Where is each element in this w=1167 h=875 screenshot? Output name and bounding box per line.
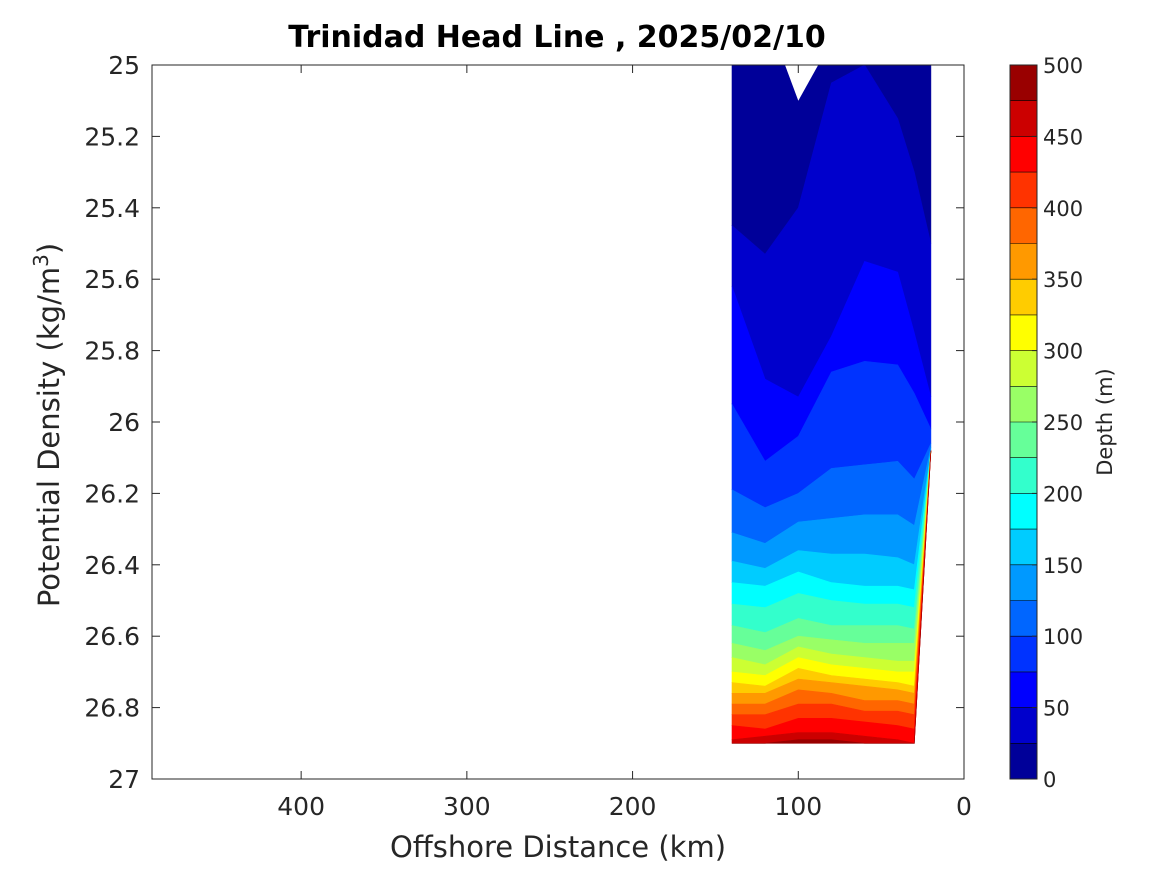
colorbar: 0 50 100 150 200 250 300 350 400 450 500 (1009, 54, 1083, 792)
y-tick-label: 26.6 (84, 622, 140, 651)
surface-gap (785, 65, 819, 101)
colorbar-label: Depth (m) (1093, 368, 1117, 475)
x-tick-label: 400 (277, 792, 325, 821)
colorbar-swatch (1010, 457, 1037, 494)
y-axis-label: Potential Density (kg/m3) (29, 243, 66, 607)
y-tick-label: 25.8 (84, 337, 140, 366)
y-tick-label: 26.8 (84, 694, 140, 723)
colorbar-swatch (1010, 243, 1037, 280)
x-tick-label: 0 (956, 792, 972, 821)
y-tick-label: 25.4 (84, 194, 140, 223)
chart-title: Trinidad Head Line , 2025/02/10 (288, 20, 825, 55)
x-axis: 400 300 200 100 0 (277, 65, 972, 821)
colorbar-swatch (1010, 65, 1037, 101)
colorbar-tick-label: 100 (1043, 625, 1083, 649)
colorbar-tick-label: 150 (1043, 554, 1083, 578)
colorbar-swatch (1010, 279, 1037, 315)
y-axis-label-main: Potential Density (kg/m (32, 267, 66, 607)
x-axis-label: Offshore Distance (km) (390, 830, 726, 864)
colorbar-swatch (1010, 136, 1037, 173)
y-tick-label: 25.2 (84, 122, 140, 151)
colorbar-tick-label: 50 (1043, 697, 1070, 721)
y-axis-label-superscript: 3 (29, 254, 53, 267)
y-tick-label: 25 (108, 51, 140, 80)
colorbar-tick-label: 200 (1043, 482, 1083, 506)
y-tick-label: 25.6 (84, 265, 140, 294)
colorbar-tick-label: 500 (1043, 54, 1083, 78)
x-tick-label: 100 (774, 792, 822, 821)
colorbar-swatch (1010, 314, 1037, 351)
y-axis-label-close: ) (32, 243, 66, 254)
colorbar-swatch (1010, 350, 1037, 387)
colorbar-swatch (1010, 100, 1037, 137)
colorbar-swatch (1010, 386, 1037, 422)
plot-area (151, 64, 965, 780)
x-tick-label: 200 (609, 792, 657, 821)
y-tick-label: 26.2 (84, 479, 140, 508)
colorbar-swatch (1010, 707, 1037, 744)
colorbar-swatch (1010, 172, 1037, 208)
colorbar-tick-label: 450 (1043, 125, 1083, 149)
colorbar-tick-label: 0 (1043, 768, 1056, 792)
colorbar-swatch (1010, 493, 1037, 530)
contour-fill-layer (731, 65, 932, 744)
colorbar-swatch (1010, 529, 1037, 565)
colorbar-tick-label: 400 (1043, 197, 1083, 221)
colorbar-tick-label: 250 (1043, 411, 1083, 435)
y-tick-label: 26.4 (84, 551, 140, 580)
y-tick-label: 27 (108, 765, 140, 794)
contour-band-19 (732, 450, 932, 744)
colorbar-swatch (1010, 636, 1037, 672)
colorbar-swatch (1010, 743, 1037, 779)
colorbar-swatch (1010, 564, 1037, 601)
y-axis: 25 25.2 25.4 25.6 25.8 26 26.2 26.4 26.6 26.8 27 (84, 51, 964, 794)
colorbar-swatch (1010, 422, 1037, 458)
colorbar-swatch (1010, 600, 1037, 637)
colorbar-tick-label: 350 (1043, 268, 1083, 292)
y-tick-label: 26 (108, 408, 140, 437)
colorbar-swatch (1010, 207, 1037, 244)
colorbar-tick-label: 300 (1043, 340, 1083, 364)
colorbar-swatch (1010, 671, 1037, 708)
x-tick-label: 300 (443, 792, 491, 821)
